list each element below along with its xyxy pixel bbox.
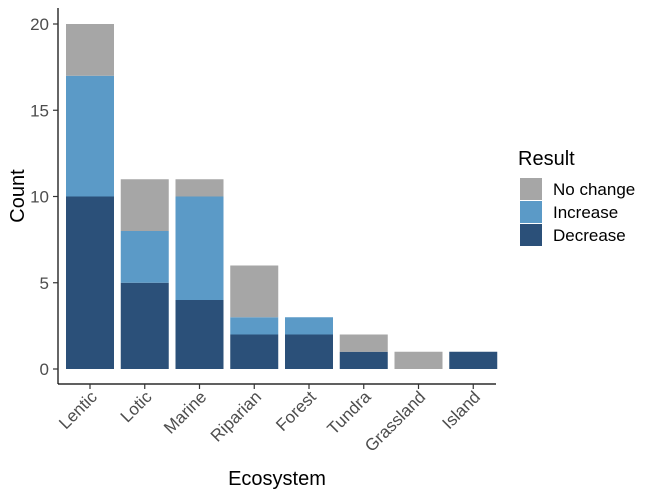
bar-marine-no-change	[175, 179, 224, 197]
y-tick-label: 20	[30, 15, 49, 34]
x-tick-label: Island	[439, 387, 485, 433]
legend-label-increase: Increase	[553, 203, 618, 222]
bar-marine-increase	[175, 196, 224, 300]
bar-tundra-no-change	[339, 334, 388, 352]
legend-swatch-no-change	[520, 178, 542, 200]
x-tick-label: Forest	[272, 387, 320, 435]
bar-island-decrease	[449, 351, 498, 369]
x-tick-label: Lentic	[55, 387, 101, 433]
x-axis-title: Ecosystem	[228, 468, 326, 490]
bar-riparian-increase	[230, 317, 279, 335]
y-tick-label: 0	[40, 360, 49, 379]
bar-lotic-increase	[120, 231, 169, 283]
x-tick-label: Tundra	[324, 387, 375, 438]
y-tick-label: 15	[30, 101, 49, 120]
legend-title: Result	[518, 148, 575, 170]
legend-label-no-change: No change	[553, 180, 635, 199]
bar-marine-decrease	[175, 300, 224, 369]
legend-swatch-decrease	[520, 224, 542, 246]
bars-layer	[66, 24, 498, 369]
bar-lotic-decrease	[120, 282, 169, 369]
legend: Result No change Increase Decrease	[518, 148, 635, 246]
legend-label-decrease: Decrease	[553, 226, 626, 245]
x-tick-label: Marine	[160, 387, 210, 437]
bar-grassland-no-change	[394, 351, 443, 369]
y-axis-title: Count	[7, 169, 29, 223]
bar-lentic-no-change	[66, 24, 114, 76]
legend-swatch-increase	[520, 201, 542, 223]
bar-lentic-decrease	[66, 196, 114, 369]
x-tick-label: Lotic	[117, 387, 156, 426]
y-tick-label: 5	[40, 274, 49, 293]
bar-lentic-increase	[66, 75, 114, 197]
y-ticks: 0 5 10 15 20	[30, 15, 58, 379]
x-tick-label: Riparian	[207, 387, 265, 445]
bar-lotic-no-change	[120, 179, 169, 231]
bar-tundra-decrease	[339, 351, 388, 369]
bar-forest-decrease	[285, 334, 333, 369]
bar-riparian-decrease	[230, 334, 279, 369]
y-tick-label: 10	[30, 188, 49, 207]
bar-riparian-no-change	[230, 265, 279, 318]
bar-forest-increase	[285, 317, 333, 335]
